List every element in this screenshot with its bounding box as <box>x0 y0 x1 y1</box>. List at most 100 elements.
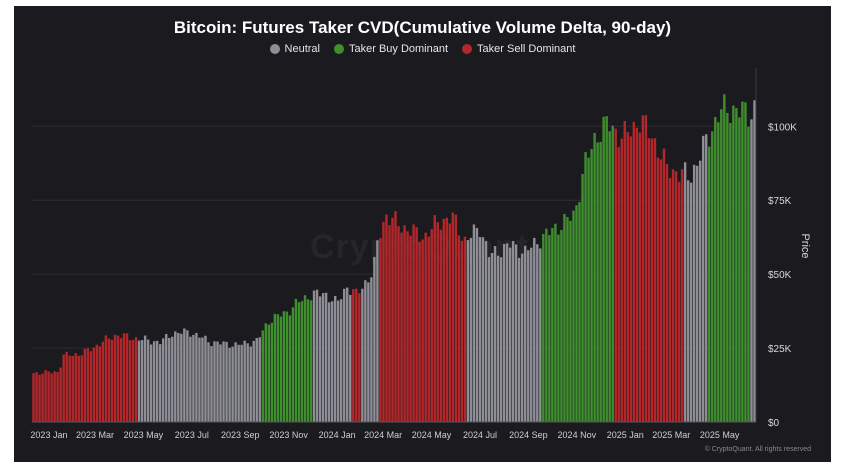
price-bar <box>472 224 476 422</box>
legend-item-buy[interactable]: Taker Buy Dominant <box>333 43 448 55</box>
price-bar <box>551 227 554 422</box>
price-bar <box>131 339 135 422</box>
price-bar <box>502 244 506 422</box>
price-bar <box>318 296 322 422</box>
price-bar <box>659 159 663 422</box>
legend-dot-buy <box>333 44 344 54</box>
price-bar <box>361 288 364 422</box>
y-tick-label: $75K <box>768 196 792 207</box>
price-bar <box>460 240 464 422</box>
price-bar <box>273 313 277 422</box>
price-bar <box>611 125 614 422</box>
price-bar <box>258 337 261 422</box>
price-bar <box>59 367 62 422</box>
price-bar <box>409 235 412 422</box>
price-bar <box>110 339 114 422</box>
price-bar <box>674 171 678 422</box>
price-bar <box>195 333 198 422</box>
price-bar <box>524 245 527 422</box>
price-bar <box>246 343 249 422</box>
price-bar <box>747 126 750 423</box>
price-bar <box>83 348 86 422</box>
price-bar <box>95 344 99 422</box>
price-bar <box>662 148 666 422</box>
price-bar <box>484 241 488 422</box>
price-bar <box>300 301 304 422</box>
price-bar <box>125 333 129 422</box>
price-bar <box>198 337 201 422</box>
price-bar <box>128 340 132 422</box>
price-bar <box>647 138 651 422</box>
price-bar <box>370 277 373 422</box>
price-bar <box>427 236 430 422</box>
price-bar <box>92 347 96 422</box>
price-bar <box>113 334 117 422</box>
price-bar <box>44 370 47 422</box>
y-tick-label: $0 <box>768 418 780 429</box>
price-bar <box>451 212 455 422</box>
price-bar <box>74 353 77 422</box>
price-bar <box>149 344 153 422</box>
price-bar <box>530 247 533 422</box>
chart-frame: Bitcoin: Futures Taker CVD(Cumulative Vo… <box>14 6 831 462</box>
price-bar <box>602 116 605 423</box>
price-bar <box>635 127 639 423</box>
price-bar <box>303 295 307 422</box>
price-bar <box>62 354 65 422</box>
x-tick-label: 2024 Jul <box>463 430 497 440</box>
price-bar <box>237 344 240 422</box>
price-bar <box>478 236 482 422</box>
price-bar <box>68 355 71 422</box>
price-bar <box>53 371 56 422</box>
price-bar <box>255 338 258 422</box>
price-bar <box>566 217 569 422</box>
price-bar <box>291 307 295 422</box>
price-bar <box>285 311 289 422</box>
price-bar <box>433 215 436 422</box>
price-bar <box>122 333 126 422</box>
price-bar <box>560 230 563 422</box>
legend-dot-neutral <box>269 44 280 54</box>
price-bar <box>297 302 301 422</box>
legend-item-sell[interactable]: Taker Sell Dominant <box>462 43 575 55</box>
price-bar <box>527 250 530 422</box>
price-bar <box>400 232 403 422</box>
price-bar <box>617 147 620 423</box>
price-bar <box>186 330 189 422</box>
price-bar <box>321 293 325 422</box>
price-bar <box>165 333 168 422</box>
price-bar <box>671 169 675 422</box>
price-bar <box>689 182 693 422</box>
price-bar <box>222 341 225 422</box>
price-bar <box>508 247 512 422</box>
price-bar <box>424 232 427 422</box>
price-bar <box>496 255 500 422</box>
price-bar <box>207 342 210 422</box>
price-bar <box>261 330 264 422</box>
price-bar <box>545 228 548 422</box>
x-tick-label: 2025 Jan <box>607 430 644 440</box>
price-bar <box>213 341 216 422</box>
price-bar <box>430 229 433 422</box>
price-bar <box>581 173 584 422</box>
price-bar <box>517 257 521 422</box>
price-bar <box>219 344 222 422</box>
price-bar <box>252 340 255 422</box>
price-bar <box>56 371 59 422</box>
price-bar <box>171 336 174 422</box>
price-bar <box>481 237 485 422</box>
price-bar <box>418 241 421 422</box>
price-bar <box>32 373 35 422</box>
legend-item-neutral[interactable]: Neutral <box>269 43 320 55</box>
price-bar <box>750 119 753 422</box>
price-bar <box>717 122 720 422</box>
price-bar <box>605 116 608 423</box>
price-bar <box>327 302 331 422</box>
price-bar <box>216 341 219 422</box>
price-bar <box>77 355 80 422</box>
price-bar <box>312 290 316 422</box>
price-bar <box>686 180 690 422</box>
price-bar <box>330 301 334 422</box>
price-bar <box>753 100 756 423</box>
price-bar <box>101 341 105 422</box>
